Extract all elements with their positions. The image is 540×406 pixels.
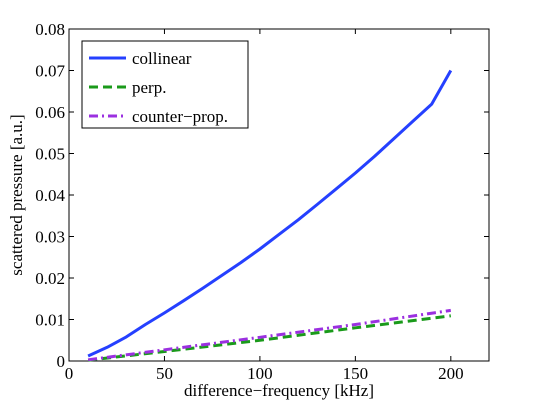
x-tick-label: 100 [247,364,273,383]
y-tick-label: 0.06 [35,103,65,122]
x-tick-label: 50 [156,364,173,383]
y-tick-label: 0.08 [35,20,65,39]
y-tick-label: 0.04 [35,186,65,205]
axis-ticks: 0 50 100 150 200 0 0.01 0.02 0.03 0.04 0.05 0.06 0.0… [35,20,489,383]
y-tick-label: 0 [57,352,66,371]
series-line-2 [87,314,451,362]
series-line-1 [87,69,453,358]
legend: collinear perp. counter−prop. [81,40,249,129]
x-axis-label: difference−frequency [kHz] [184,381,374,400]
y-tick-label: 0.07 [35,62,65,81]
series-line-3 [87,308,452,362]
y-axis-label: scattered pressure [a.u.] [7,114,26,275]
y-tick-label: 0.02 [35,269,65,288]
y-tick-label: 0.03 [35,228,65,247]
x-tick-label: 0 [65,364,74,383]
x-tick-label: 150 [343,364,369,383]
series-layer [87,69,453,362]
legend-box [81,40,249,129]
y-tick-label: 0.05 [35,145,65,164]
y-tick-label: 0.01 [35,311,65,330]
legend-label-2: perp. [132,78,166,97]
x-tick-label: 200 [438,364,464,383]
legend-label-3: counter−prop. [132,107,228,126]
legend-label-1: collinear [132,49,192,68]
